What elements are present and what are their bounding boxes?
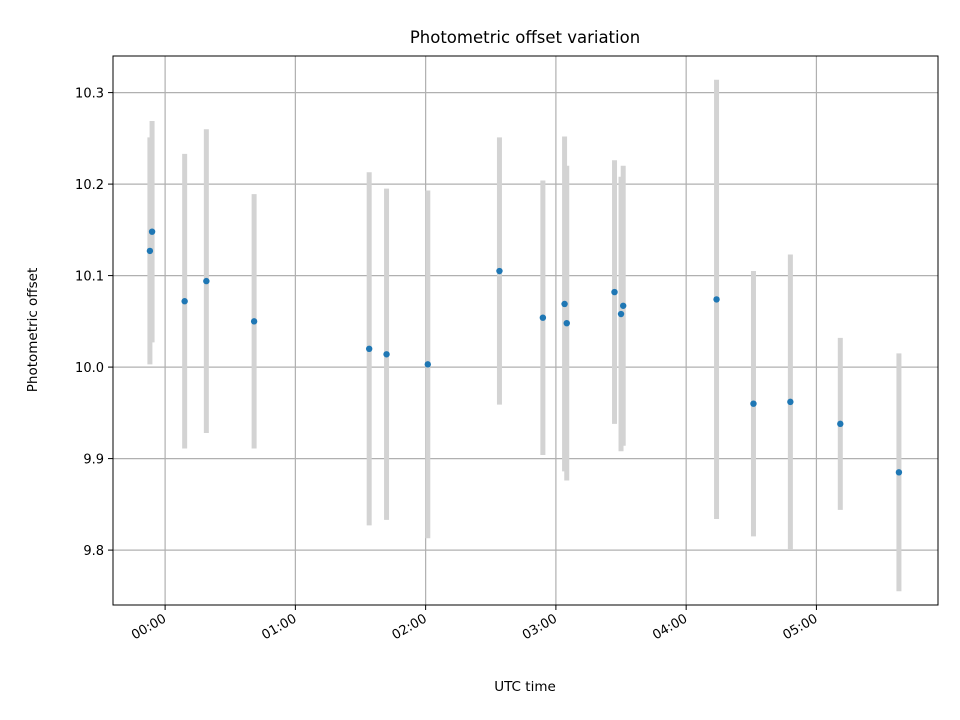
data-point (611, 288, 618, 296)
y-tick-label: 10.1 (75, 270, 104, 285)
data-point (203, 277, 210, 285)
y-tick-label: 10.3 (75, 87, 104, 102)
data-point (250, 318, 258, 325)
y-axis-label: Photometric offset (25, 268, 41, 392)
chart-title: Photometric offset variation (410, 28, 640, 47)
data-point (181, 298, 188, 305)
data-point (365, 345, 373, 352)
y-tick-label: 10.0 (75, 361, 104, 376)
data-point (837, 420, 844, 428)
data-point (619, 302, 627, 309)
data-point (787, 398, 794, 406)
x-axis-label: UTC time (494, 679, 556, 695)
data-point (496, 267, 503, 275)
y-axis: 9.8 9.9 10.0 10.1 10.2 10.3 (75, 87, 113, 559)
y-tick-label: 10.2 (75, 178, 104, 193)
y-tick-label: 9.9 (83, 453, 104, 468)
y-tick-label: 9.8 (83, 544, 104, 559)
data-point (713, 296, 720, 303)
data-point (146, 247, 154, 255)
data-point (617, 310, 625, 318)
data-point (539, 314, 547, 321)
data-point (383, 351, 390, 358)
plot-frame (112, 55, 939, 606)
data-points (146, 228, 903, 476)
data-point (561, 300, 568, 308)
data-point (895, 469, 903, 476)
data-point (148, 228, 156, 235)
data-point (750, 400, 757, 407)
data-point (563, 319, 570, 327)
data-point (424, 361, 432, 368)
